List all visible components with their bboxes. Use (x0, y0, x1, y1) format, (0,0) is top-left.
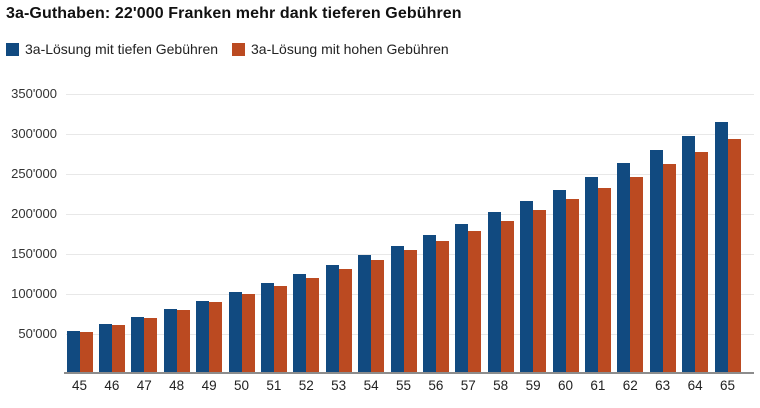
legend-item-low-fees: 3a-Lösung mit tiefen Gebühren (6, 41, 218, 57)
bar-high-fees-51 (273, 286, 287, 372)
bar-high-fees-56 (435, 240, 449, 372)
x-axis-tick-label: 60 (557, 378, 574, 393)
gridline-200000 (66, 214, 754, 215)
bar-high-fees-58 (500, 220, 514, 372)
bar-low-fees-62 (617, 163, 631, 372)
y-axis-tick-label: 150'000 (11, 246, 57, 261)
x-axis-tick-label: 49 (201, 378, 217, 393)
bar-low-fees-56 (422, 235, 436, 372)
y-axis-tick-label: 100'000 (11, 286, 57, 301)
x-axis-tick-label: 56 (428, 378, 444, 393)
x-axis-tick-label: 52 (298, 378, 314, 393)
bar-low-fees-58 (487, 212, 501, 372)
bar-high-fees-61 (597, 188, 611, 372)
x-axis-tick-label: 47 (136, 378, 152, 393)
x-axis-tick-label: 45 (71, 378, 88, 393)
bar-high-fees-50 (241, 294, 255, 372)
x-axis-tick-label: 51 (266, 378, 282, 393)
bar-low-fees-65 (714, 121, 728, 372)
y-axis-tick-label: 250'000 (11, 166, 57, 181)
bar-high-fees-60 (565, 199, 579, 372)
bar-high-fees-48 (176, 310, 190, 372)
bar-high-fees-62 (630, 176, 644, 372)
chart-title: 3a-Guthaben: 22'000 Franken mehr dank ti… (6, 5, 462, 22)
bar-low-fees-60 (552, 189, 566, 372)
bar-low-fees-49 (196, 300, 210, 372)
bar-high-fees-55 (403, 250, 417, 372)
x-axis-tick-label: 59 (525, 378, 541, 393)
legend-label-low-fees: 3a-Lösung mit tiefen Gebühren (25, 41, 219, 57)
bar-low-fees-55 (390, 245, 404, 372)
y-axis-tick-label: 350'000 (11, 86, 57, 101)
x-axis-tick-label: 58 (493, 378, 509, 393)
x-axis-tick-label: 65 (719, 378, 736, 393)
x-axis-tick-label: 46 (104, 378, 120, 393)
bar-high-fees-47 (144, 317, 158, 372)
bar-high-fees-45 (79, 332, 93, 372)
gridline-300000 (66, 134, 754, 135)
x-axis-line (64, 372, 754, 374)
y-axis-tick-label: 50'000 (18, 326, 57, 341)
bar-high-fees-52 (306, 277, 320, 372)
bar-low-fees-59 (520, 200, 534, 372)
bar-low-fees-51 (260, 283, 274, 372)
legend-swatch-high-fees-icon (232, 42, 246, 56)
x-axis-tick-label: 50 (233, 378, 250, 393)
legend-label-high-fees: 3a-Lösung mit hohen Gebühren (251, 41, 449, 57)
bar-high-fees-63 (662, 164, 676, 372)
bar-low-fees-45 (66, 331, 80, 372)
bar-low-fees-64 (682, 136, 696, 372)
bar-low-fees-48 (163, 308, 177, 372)
bar-high-fees-64 (695, 152, 709, 372)
bar-high-fees-53 (338, 268, 352, 372)
x-axis-tick-label: 64 (687, 378, 703, 393)
bar-low-fees-57 (455, 224, 469, 372)
legend-item-high-fees: 3a-Lösung mit hohen Gebühren (232, 41, 449, 57)
bar-low-fees-52 (293, 274, 307, 372)
bar-high-fees-57 (468, 231, 482, 372)
y-axis-tick-label: 200'000 (11, 206, 57, 221)
bar-low-fees-61 (584, 176, 598, 372)
bar-high-fees-65 (727, 139, 741, 372)
legend: 3a-Lösung mit tiefen Gebühren 3a-Lösung … (6, 41, 449, 57)
x-axis-tick-label: 62 (622, 378, 638, 393)
gridline-350000 (66, 94, 754, 95)
bar-low-fees-50 (228, 292, 242, 372)
x-axis-tick-label: 61 (590, 378, 606, 393)
bar-high-fees-54 (371, 260, 385, 372)
x-axis-tick-label: 48 (169, 378, 185, 393)
bar-low-fees-54 (358, 255, 372, 372)
gridline-250000 (66, 174, 754, 175)
x-axis-tick-label: 57 (460, 378, 476, 393)
x-axis-tick-label: 54 (363, 378, 379, 393)
bar-low-fees-46 (98, 324, 112, 372)
bar-low-fees-63 (649, 149, 663, 372)
y-axis-tick-label: 300'000 (11, 126, 57, 141)
bar-low-fees-53 (325, 264, 339, 372)
bar-high-fees-59 (533, 209, 547, 372)
x-axis-tick-label: 63 (655, 378, 671, 393)
x-axis-tick-label: 53 (331, 378, 347, 393)
legend-swatch-low-fees-icon (6, 42, 19, 56)
bar-high-fees-49 (209, 302, 223, 372)
x-axis-tick-label: 55 (395, 378, 412, 393)
bar-low-fees-47 (131, 316, 145, 372)
bar-high-fees-46 (111, 324, 125, 372)
